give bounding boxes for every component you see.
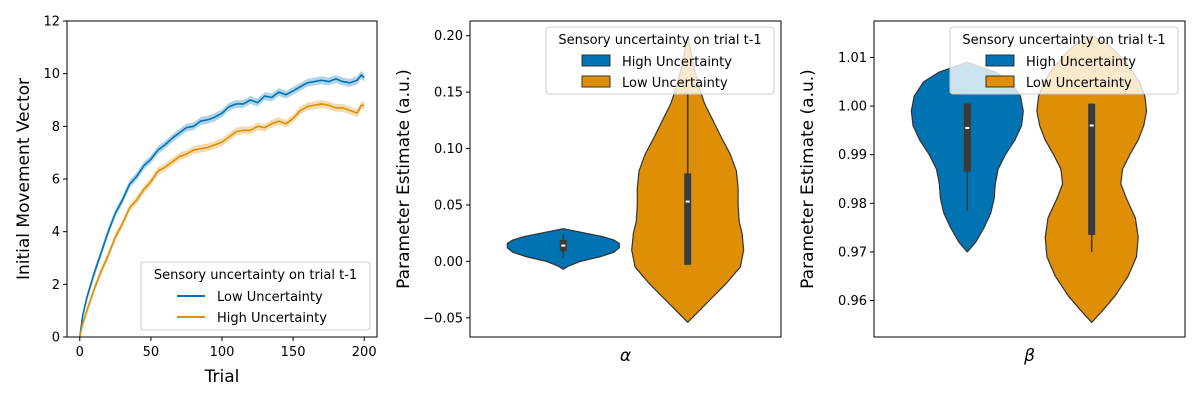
y-tick-label: 0.10 <box>434 142 463 157</box>
x-tick-label: 200 <box>352 345 377 360</box>
y-tick-label: 0.20 <box>434 29 463 44</box>
series-line <box>79 74 365 338</box>
y-tick-label: 10 <box>43 67 60 82</box>
y-tick-label: 0.15 <box>434 86 463 101</box>
legend-entry: High Uncertainty <box>622 55 732 70</box>
x-axis-label: β <box>1023 346 1035 366</box>
y-tick-label: 0.98 <box>838 197 867 212</box>
y-tick-label: 12 <box>43 15 60 30</box>
x-tick-label: 100 <box>210 345 235 360</box>
legend-entry: High Uncertainty <box>1026 55 1136 70</box>
x-axis-label: Trial <box>204 367 240 387</box>
legend-swatch <box>985 75 1015 88</box>
x-tick-label: 50 <box>143 345 160 360</box>
y-tick-label: 0.96 <box>838 294 867 309</box>
beta-violin-panel: 0.96 0.97 0.98 0.99 1.00 1.01 β Parameter Estim… <box>798 20 1186 366</box>
legend-box <box>140 261 371 331</box>
x-tick-label: 150 <box>281 345 306 360</box>
line-chart-panel: 0 50 100 150 200 0 2 4 6 8 10 12 Trial Initial Moveme… <box>14 15 378 387</box>
violin-iqr-box <box>684 173 692 265</box>
plot-frame <box>469 20 782 338</box>
y-tick-label: 8 <box>52 120 60 135</box>
y-tick-label: 0 <box>52 331 60 346</box>
legend-swatch <box>985 54 1015 67</box>
plot-frame <box>873 20 1186 338</box>
y-tick-label: 1.01 <box>838 51 867 66</box>
legend-title: Sensory uncertainty on trial t-1 <box>558 33 761 48</box>
legend-entry: Low Uncertainty <box>1026 76 1132 91</box>
y-tick-label: 1.00 <box>838 100 867 115</box>
y-tick-label: −0.05 <box>423 311 463 326</box>
y-tick-label: 0.05 <box>434 198 463 213</box>
legend-entry: High Uncertainty <box>217 311 327 326</box>
violin-iqr-box <box>1088 103 1096 235</box>
legend: Sensory uncertainty on trial t-1 High Unc… <box>949 26 1179 95</box>
y-tick-label: 0.99 <box>838 148 867 163</box>
legend: Sensory uncertainty on trial t-1 Low Unce… <box>140 261 371 331</box>
y-tick-label: 0.97 <box>838 245 867 260</box>
y-tick-label: 6 <box>52 173 60 188</box>
x-tick-label: 0 <box>76 345 84 360</box>
y-axis-label: Parameter Estimate (a.u.) <box>798 69 818 289</box>
x-axis-label: α <box>620 346 631 366</box>
alpha-violin-panel: −0.05 0.00 0.05 0.10 0.15 0.20 α Parameter Esti… <box>394 20 782 366</box>
y-tick-label: 0.00 <box>434 255 463 270</box>
legend-title: Sensory uncertainty on trial t-1 <box>962 33 1165 48</box>
violin-iqr-box <box>963 103 971 172</box>
y-tick-label: 2 <box>52 278 60 293</box>
series-line <box>79 103 365 338</box>
legend-title: Sensory uncertainty on trial t-1 <box>154 268 357 283</box>
legend-swatch <box>581 75 611 88</box>
legend-entry: Low Uncertainty <box>217 290 323 305</box>
y-tick-label: 4 <box>52 225 60 240</box>
legend-entry: Low Uncertainty <box>622 76 728 91</box>
legend: Sensory uncertainty on trial t-1 High Unc… <box>545 26 775 95</box>
y-axis-label: Initial Movement Vector <box>14 78 34 280</box>
y-axis-label: Parameter Estimate (a.u.) <box>394 69 414 289</box>
legend-swatch <box>581 54 611 67</box>
